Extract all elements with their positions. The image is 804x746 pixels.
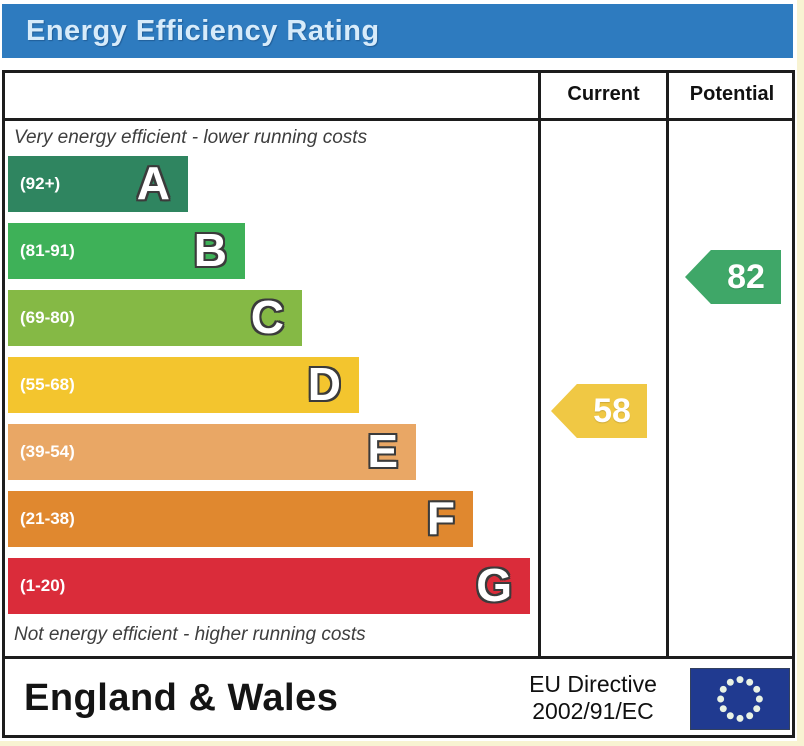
band-letter: G <box>476 559 512 612</box>
band-range-label: (21-38) <box>20 509 75 528</box>
eu-directive-line1: EU Directive <box>529 670 657 697</box>
band-range-label: (1-20) <box>20 576 66 595</box>
band-letter: E <box>367 425 398 478</box>
current-marker-value: 58 <box>593 391 631 430</box>
band-letter: A <box>136 157 170 210</box>
band-letter: C <box>250 291 284 344</box>
band-range-label: (55-68) <box>20 375 75 394</box>
column-header-current: Current <box>567 82 640 105</box>
band-bar: (55-68) D <box>8 357 359 413</box>
eu-flag-icon <box>690 668 790 730</box>
band-bar: (39-54) E <box>8 424 416 480</box>
header-divider-line <box>2 118 795 121</box>
band-bar: (21-38) F <box>8 491 473 547</box>
band-bar: (1-20) G <box>8 558 530 614</box>
page-title: Energy Efficiency Rating <box>26 14 380 47</box>
eu-directive-line2: 2002/91/EC <box>532 698 654 724</box>
column-header-potential: Potential <box>689 82 775 105</box>
title-bar: Energy Efficiency Rating <box>2 4 793 58</box>
potential-marker-value: 82 <box>727 257 765 296</box>
band-range-label: (92+) <box>20 174 61 193</box>
band-letter: B <box>193 224 227 277</box>
band-range-label: (39-54) <box>20 442 75 461</box>
band-bar: (92+) A <box>8 156 188 212</box>
eu-directive-label: EU Directive 2002/91/EC <box>500 659 686 737</box>
footer-divider-line <box>2 656 795 659</box>
band-range-label: (69-80) <box>20 308 75 327</box>
top-note: Very energy efficient - lower running co… <box>14 127 368 148</box>
band-letter: F <box>426 492 455 545</box>
current-column-divider <box>538 70 541 659</box>
bottom-note: Not energy efficient - higher running co… <box>14 624 366 645</box>
band-bar: (81-91) B <box>8 223 245 279</box>
band-area: (92+) A (81-91) B (69-80) C (55-68) D (3… <box>8 156 530 614</box>
band-bar: (69-80) C <box>8 290 302 346</box>
potential-column-divider <box>666 70 669 659</box>
band-range-label: (81-91) <box>20 241 75 260</box>
band-letter: D <box>307 358 341 411</box>
region-label: England & Wales <box>24 676 339 719</box>
